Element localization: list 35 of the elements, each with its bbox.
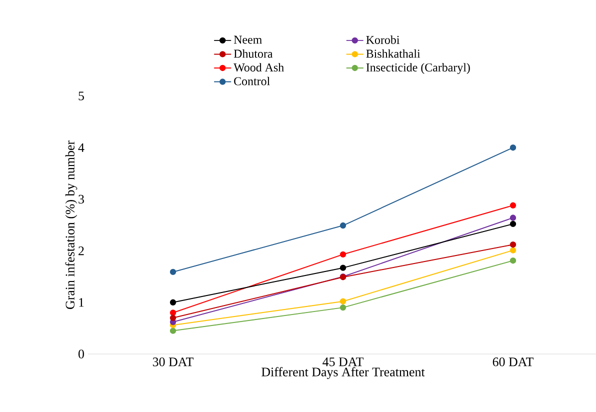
point (170, 314, 176, 321)
y-tick-label: 3 (78, 194, 84, 204)
point (510, 214, 516, 221)
legend-label: Neem (234, 36, 262, 44)
legend-label: Insecticide (Carbaryl) (366, 63, 470, 74)
legend-label: Wood Ash (234, 63, 284, 72)
legend-label: Control (234, 76, 270, 86)
y-tick-label: 5 (78, 92, 84, 100)
point (170, 268, 176, 276)
point (170, 310, 176, 316)
legend-label: Korobi (366, 36, 400, 44)
point (340, 251, 346, 258)
point (340, 264, 346, 271)
point (510, 220, 516, 228)
point (510, 247, 516, 254)
point (510, 258, 516, 264)
x-tick-label: 30 DAT (152, 358, 194, 366)
x-tick-label: 60 DAT (492, 358, 534, 366)
y-tick-label: 2 (78, 246, 84, 256)
point (170, 299, 176, 306)
point (340, 304, 346, 311)
legend-label: Bishkathali (366, 49, 420, 58)
x-axis-title: Different Days After Treatment (262, 367, 425, 380)
y-axis-title: Grain infestation (%) by number (65, 140, 78, 309)
point (170, 328, 176, 334)
point (340, 222, 346, 229)
y-tick-label: 0 (78, 350, 84, 358)
point (340, 298, 346, 304)
y-tick-label: 4 (78, 143, 84, 152)
point (510, 144, 516, 151)
x-tick-label: 45 DAT (322, 358, 364, 366)
point (510, 242, 516, 248)
point (510, 202, 516, 208)
y-tick-label: 1 (79, 298, 84, 307)
legend-label: Dhutora (234, 49, 273, 58)
